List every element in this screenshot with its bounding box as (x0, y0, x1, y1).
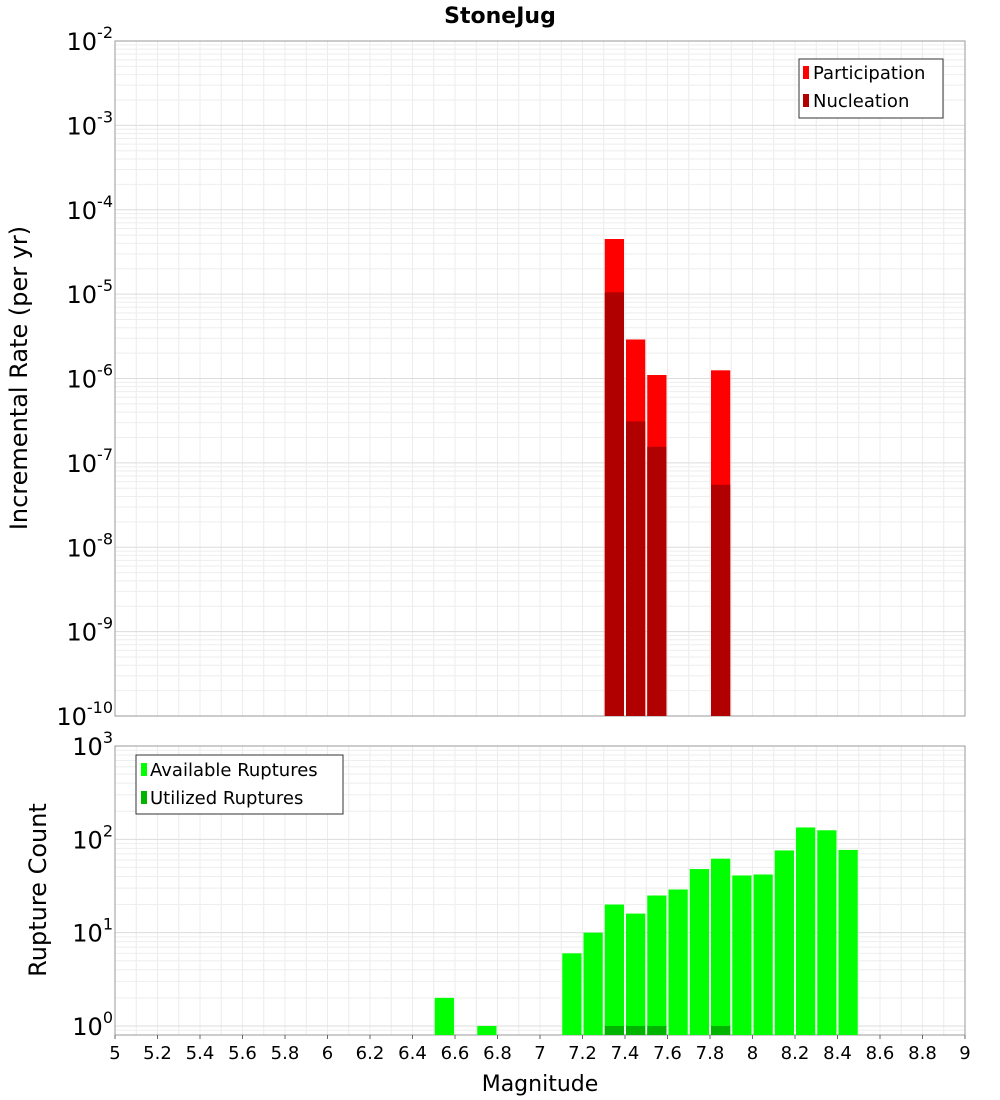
top-bar-nucleation (647, 446, 667, 716)
x-tick-label: 5.8 (271, 1043, 300, 1064)
bottom-bar-available-ruptures (562, 953, 582, 1035)
x-axis-label: Magnitude (482, 1072, 599, 1097)
bottom-bar-available-ruptures (647, 895, 667, 1035)
top-plot-gridlines (115, 41, 965, 716)
x-tick-label: 8.6 (866, 1043, 895, 1064)
top-bar-nucleation (626, 421, 646, 716)
bottom-bar-available-ruptures (796, 827, 816, 1035)
bottom-bar-available-ruptures (711, 858, 731, 1035)
x-tick-label: 7.8 (696, 1043, 725, 1064)
top-y-tick-label: 10-6 (67, 361, 114, 394)
bottom-bar-available-ruptures (583, 932, 603, 1035)
top-y-tick-label: 10-10 (56, 698, 113, 731)
legend-label-available-ruptures: Available Ruptures (150, 760, 318, 781)
x-tick-label: 7 (534, 1043, 545, 1064)
bottom-bar-available-ruptures (753, 874, 773, 1035)
top-plot-frame (114, 40, 966, 717)
bottom-legend: Available Ruptures Utilized Ruptures (135, 754, 344, 815)
top-y-tick-label: 10-8 (67, 529, 114, 562)
x-tick-label: 7.6 (653, 1043, 682, 1064)
bottom-bar-available-ruptures (774, 850, 794, 1035)
bottom-bar-available-ruptures (838, 849, 858, 1035)
x-tick-label: 9 (959, 1043, 970, 1064)
bottom-legend-box (135, 754, 344, 815)
top-y-tick-label: 10-9 (67, 614, 114, 647)
x-tick-label: 6.6 (441, 1043, 470, 1064)
bottom-bar-utilized-ruptures (604, 1025, 624, 1035)
legend-swatch-participation (803, 66, 809, 79)
top-y-tick-label: 10-5 (67, 276, 114, 309)
x-tick-label: 6.2 (356, 1043, 385, 1064)
top-y-tick-label: 10-7 (67, 445, 114, 478)
x-tick-label: 5.6 (228, 1043, 257, 1064)
legend-swatch-nucleation (803, 94, 809, 107)
x-tick-label: 8.4 (823, 1043, 852, 1064)
legend-label-participation: Participation (813, 63, 925, 84)
x-tick-label: 5 (109, 1043, 120, 1064)
x-tick-label: 8.2 (781, 1043, 810, 1064)
x-tick-label: 5.4 (186, 1043, 215, 1064)
x-tick-label: 7.4 (611, 1043, 640, 1064)
bottom-bar-available-ruptures (477, 1025, 497, 1035)
x-tick-label: 7.2 (568, 1043, 597, 1064)
bottom-plot-bars (434, 827, 858, 1035)
top-y-tick-label: 10-4 (67, 192, 114, 225)
legend-label-utilized-ruptures: Utilized Ruptures (150, 788, 303, 809)
x-tick-label: 6.4 (398, 1043, 427, 1064)
bottom-bar-available-ruptures (604, 904, 624, 1035)
bottom-bar-available-ruptures (626, 913, 646, 1035)
legend-swatch-available-ruptures (141, 763, 147, 776)
bottom-plot-x-ticks: 5 5.2 5.4 5.6 5.8 6 6.2 6.4 6.6 6.8 7 7.2 7.4 7.6 7.8 8… (109, 1035, 971, 1064)
top-y-tick-label: 10-2 (67, 23, 114, 56)
x-tick-label: 8 (747, 1043, 758, 1064)
x-tick-label: 6 (322, 1043, 333, 1064)
top-y-tick-label: 10-3 (67, 107, 114, 140)
top-legend: Participation Nucleation (798, 58, 944, 119)
x-tick-label: 8.8 (908, 1043, 937, 1064)
bottom-bar-utilized-ruptures (711, 1025, 731, 1035)
bottom-bar-utilized-ruptures (647, 1025, 667, 1035)
legend-swatch-utilized-ruptures (141, 791, 147, 804)
bottom-plot-y-ticks: 100 101 102 103 (72, 728, 113, 1041)
top-y-axis-label: Incremental Rate (per yr) (5, 226, 33, 530)
bottom-bar-available-ruptures (817, 830, 837, 1035)
top-plot-y-ticks: 10-10 10-9 10-8 10-7 10-6 10-5 10-4 10-3 10-2 (56, 23, 113, 731)
top-bar-nucleation (711, 484, 731, 716)
x-tick-label: 5.2 (143, 1043, 172, 1064)
bottom-y-tick-label: 103 (72, 728, 113, 761)
bottom-y-tick-label: 100 (72, 1008, 113, 1041)
chart-title: StoneJug (444, 4, 556, 29)
x-tick-label: 6.8 (483, 1043, 512, 1064)
legend-label-nucleation: Nucleation (813, 91, 909, 112)
bottom-bar-available-ruptures (668, 889, 688, 1035)
bottom-y-axis-label: Rupture Count (24, 803, 52, 977)
bottom-bar-utilized-ruptures (626, 1025, 646, 1035)
top-plot-bars (604, 239, 731, 716)
bottom-bar-available-ruptures (689, 869, 709, 1035)
bottom-y-tick-label: 101 (72, 915, 113, 948)
top-bar-nucleation (604, 292, 624, 716)
bottom-bar-available-ruptures (434, 997, 454, 1035)
top-legend-box (798, 58, 944, 119)
bottom-bar-available-ruptures (732, 875, 752, 1035)
bottom-y-tick-label: 102 (72, 821, 113, 854)
